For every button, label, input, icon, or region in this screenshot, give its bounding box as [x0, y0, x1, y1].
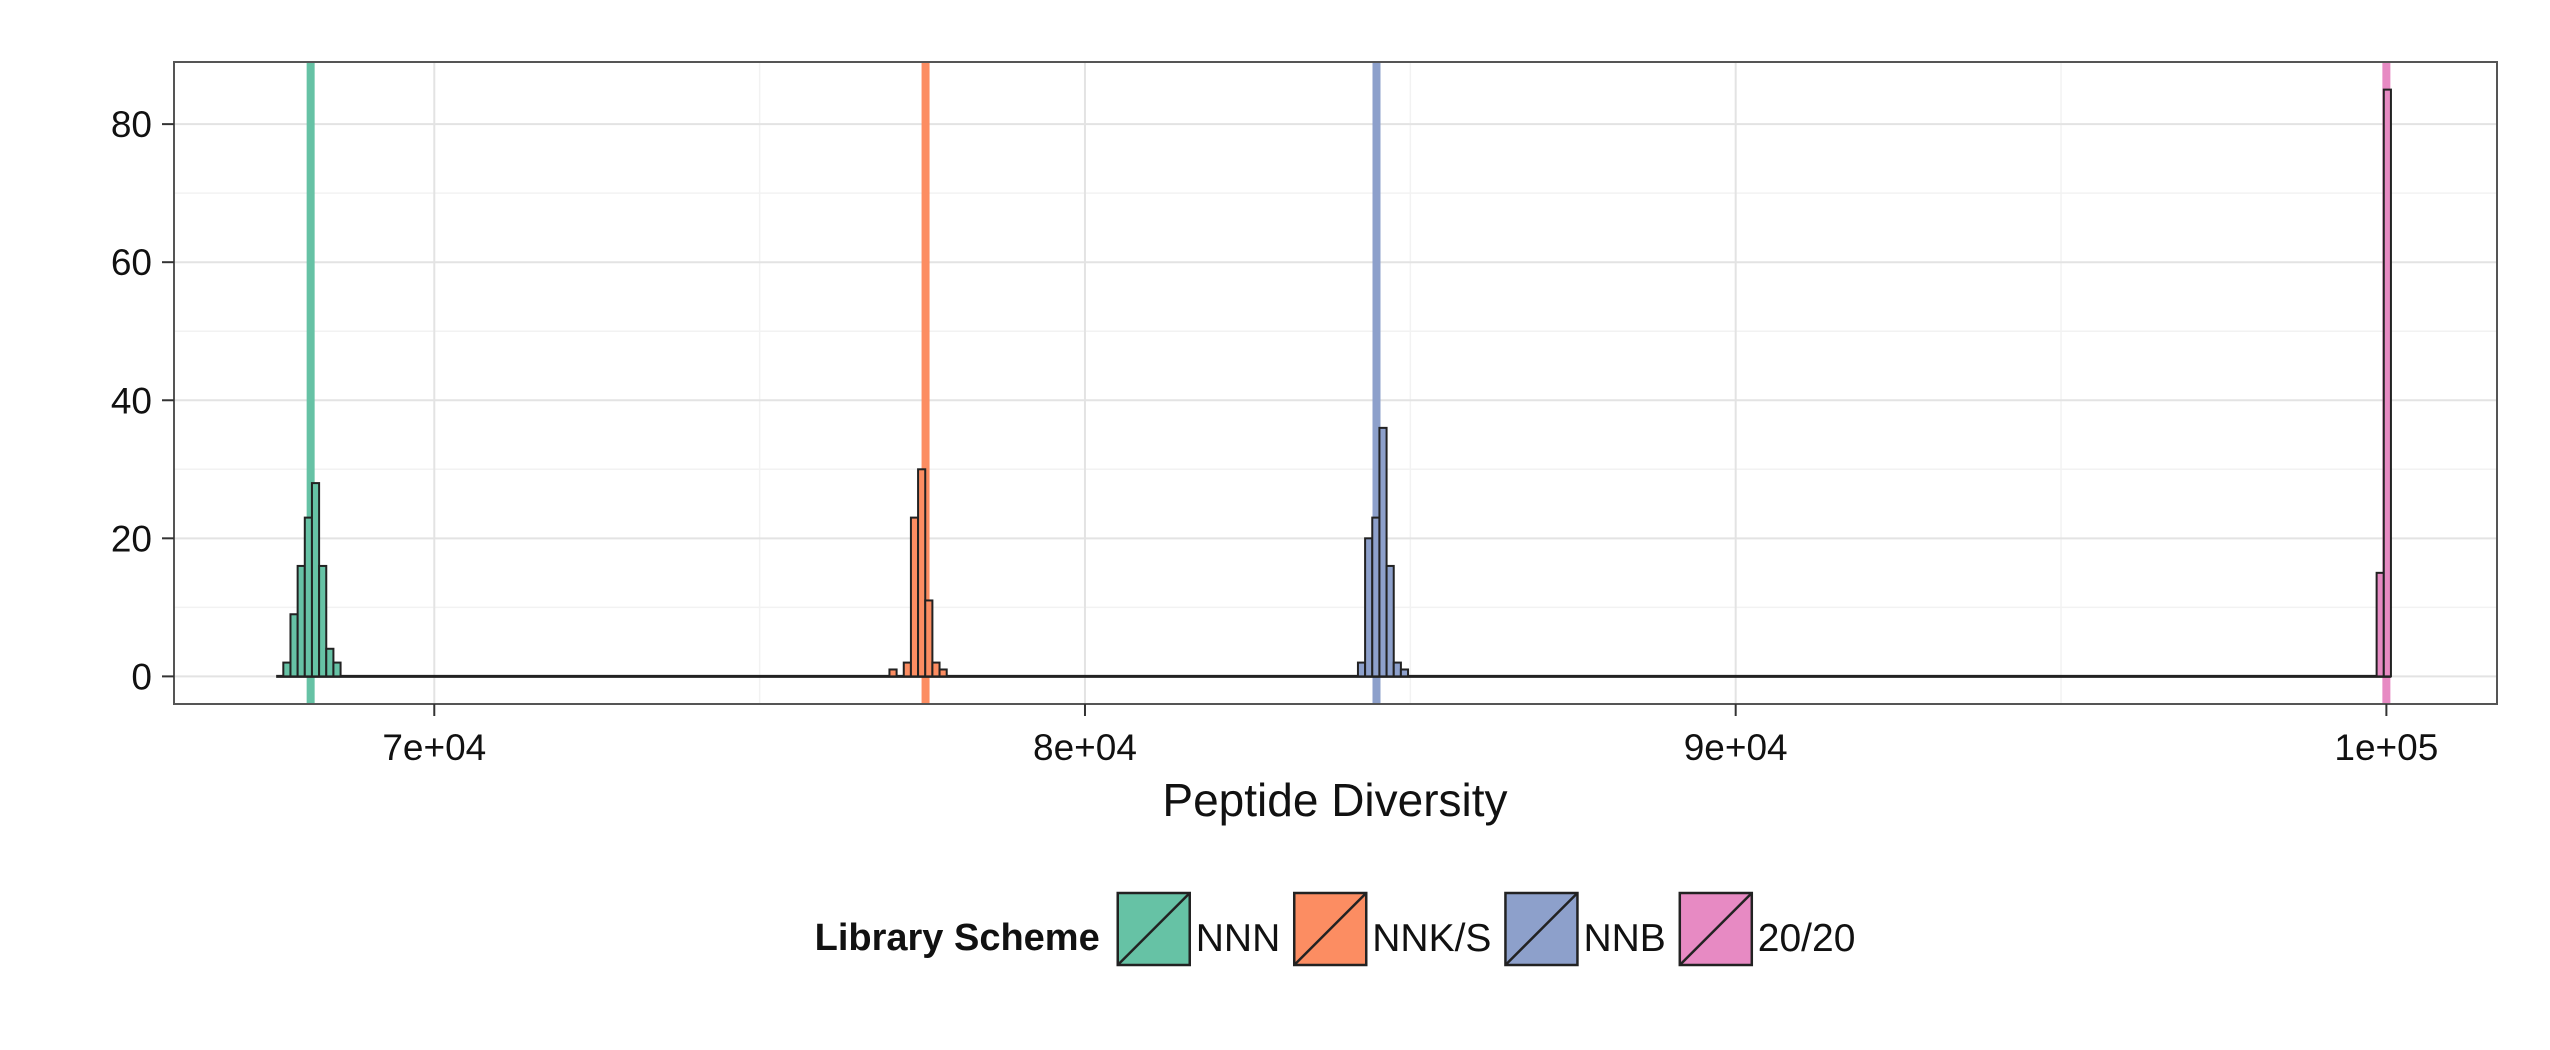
y-tick-label: 0 [131, 656, 152, 697]
y-tick-label: 40 [111, 380, 152, 421]
histogram-bar [318, 564, 328, 678]
legend: Library Scheme NNN NNK/S NNB 20/20 [815, 891, 1856, 967]
legend-key-diagonal [1293, 892, 1368, 966]
legend-key-diagonal [1116, 892, 1191, 966]
legend-key-diagonal [1504, 892, 1579, 966]
histogram-bar [282, 661, 292, 678]
histogram-bar [2375, 571, 2385, 678]
y-axis: 0 20 40 60 80 [111, 104, 174, 697]
legend-label: 20/20 [1758, 917, 1856, 960]
histogram-bar [1378, 426, 1388, 678]
histogram-bar [2382, 88, 2392, 678]
histogram-bars [282, 88, 2392, 678]
histogram-bar [325, 647, 335, 678]
histogram-bar [931, 661, 941, 678]
legend-label: NNK/S [1372, 917, 1491, 960]
legend-item: 20/20 [1678, 891, 1856, 967]
y-tick-label: 80 [111, 104, 152, 145]
legend-item: NNB [1504, 891, 1666, 967]
minor-grid [174, 62, 2497, 704]
histogram-bar [902, 661, 912, 678]
x-tick-label: 1e+05 [2334, 727, 2438, 768]
histogram-bar [1356, 661, 1367, 678]
histogram-bar [924, 599, 934, 678]
histogram-bar [1399, 668, 1410, 678]
legend-item: NNK/S [1292, 891, 1491, 967]
histogram-bar [310, 482, 321, 678]
histogram-bar [1385, 564, 1395, 678]
legend-label: NNN [1196, 917, 1281, 960]
legend-item: NNN [1116, 891, 1281, 967]
legend-key-diagonal [1678, 892, 1753, 966]
x-tick-label: 7e+04 [382, 727, 486, 768]
plot-panel-background [174, 62, 2497, 704]
histogram-bar [938, 668, 948, 678]
histogram-bar [888, 668, 898, 678]
x-tick-label: 9e+04 [1684, 727, 1788, 768]
y-tick-label: 20 [111, 518, 152, 559]
histogram-bar [332, 661, 342, 678]
histogram-bar [289, 613, 299, 678]
x-tick-label: 8e+04 [1033, 727, 1137, 768]
histogram-bar [1392, 661, 1402, 678]
x-axis-title: Peptide Diversity [1162, 774, 1507, 826]
histogram-bar [909, 516, 920, 678]
histogram-bar [917, 468, 927, 678]
histogram-bar [303, 516, 313, 678]
x-axis: 7e+04 8e+04 9e+04 1e+05 [382, 704, 2438, 768]
histogram-bar [1371, 516, 1381, 678]
legend-label: NNB [1583, 917, 1665, 960]
histogram-bar [1364, 537, 1374, 678]
plot-panel-border [173, 61, 2498, 705]
legend-title: Library Scheme [815, 917, 1100, 959]
y-tick-label: 60 [111, 242, 152, 283]
histogram-bar [296, 564, 306, 678]
